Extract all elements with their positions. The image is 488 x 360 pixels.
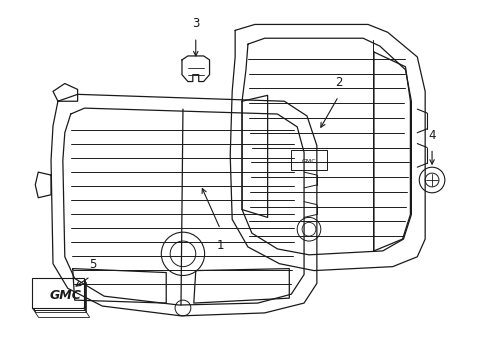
Text: 4: 4 (427, 129, 435, 141)
FancyBboxPatch shape (32, 278, 83, 308)
Text: 2: 2 (334, 76, 342, 89)
FancyBboxPatch shape (34, 280, 84, 310)
Text: 3: 3 (192, 17, 199, 30)
Circle shape (297, 217, 320, 241)
Circle shape (175, 300, 190, 316)
FancyBboxPatch shape (35, 282, 86, 311)
Circle shape (161, 232, 204, 275)
Text: GMC: GMC (50, 289, 81, 302)
Circle shape (302, 222, 315, 236)
Text: 5: 5 (88, 258, 96, 271)
Text: 1: 1 (216, 239, 224, 252)
Circle shape (424, 173, 438, 187)
Circle shape (418, 167, 444, 193)
Text: GMC: GMC (301, 159, 316, 164)
Circle shape (170, 241, 195, 267)
FancyBboxPatch shape (291, 150, 326, 170)
